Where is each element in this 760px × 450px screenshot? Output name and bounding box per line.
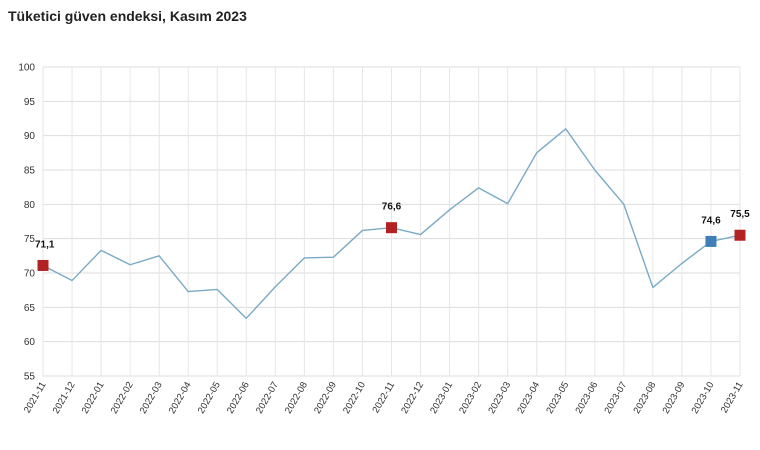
- x-tick-label: 2022-09: [312, 380, 339, 416]
- x-tick-label: 2022-04: [167, 380, 194, 416]
- x-axis-ticks: 2021-11 2021-12 2022-01 2022-02 2022-03 2022-…: [22, 380, 746, 416]
- y-tick-label: 55: [24, 372, 36, 383]
- y-tick-label: 95: [24, 97, 36, 108]
- y-tick-label: 75: [24, 234, 36, 245]
- marker-square: [37, 259, 49, 271]
- chart-title: Tüketici güven endeksi, Kasım 2023: [8, 8, 247, 24]
- x-tick-label: 2022-11: [370, 380, 397, 415]
- x-tick-label: 2022-12: [399, 380, 426, 416]
- x-tick-label: 2023-08: [632, 380, 659, 416]
- y-tick-label: 70: [24, 269, 36, 280]
- x-tick-label: 2023-10: [690, 380, 717, 416]
- x-tick-label: 2022-08: [283, 380, 310, 416]
- x-tick-label: 2023-06: [573, 380, 600, 416]
- x-tick-label: 2021-11: [22, 380, 49, 415]
- x-tick-label: 2023-11: [719, 380, 746, 415]
- highlight-markers: 71,1 76,6 74,6 75,5: [35, 202, 750, 271]
- x-tick-label: 2023-03: [486, 380, 513, 416]
- marker-square: [734, 229, 746, 241]
- data-label: 75,5: [730, 209, 750, 220]
- marker-square: [705, 235, 717, 247]
- x-tick-label: 2022-01: [80, 380, 107, 416]
- y-tick-label: 90: [24, 131, 36, 142]
- y-tick-label: 80: [24, 200, 36, 211]
- y-tick-label: 65: [24, 303, 36, 314]
- x-tick-label: 2023-07: [602, 380, 629, 416]
- x-tick-label: 2023-09: [661, 380, 688, 416]
- grid-lines: [42, 66, 741, 377]
- x-tick-label: 2021-12: [51, 380, 78, 416]
- y-tick-label: 60: [24, 337, 36, 348]
- data-label: 71,1: [35, 239, 55, 250]
- data-label: 76,6: [382, 202, 402, 213]
- data-label: 74,6: [701, 215, 721, 226]
- marker-square: [386, 222, 397, 234]
- x-tick-label: 2022-06: [225, 380, 252, 416]
- x-tick-label: 2023-05: [544, 380, 571, 416]
- x-tick-label: 2023-04: [515, 380, 542, 416]
- x-tick-label: 2022-02: [109, 380, 136, 416]
- x-tick-label: 2022-07: [254, 380, 281, 416]
- x-tick-label: 2022-10: [341, 380, 368, 416]
- x-tick-label: 2022-05: [196, 380, 223, 416]
- y-tick-label: 100: [18, 63, 35, 74]
- x-tick-label: 2023-01: [428, 380, 455, 416]
- y-axis-ticks: 55 60 65 70 75 80 85 90 95 100: [18, 63, 35, 383]
- y-tick-label: 85: [24, 166, 36, 177]
- x-tick-label: 2022-03: [138, 380, 165, 416]
- x-tick-label: 2023-02: [457, 380, 484, 416]
